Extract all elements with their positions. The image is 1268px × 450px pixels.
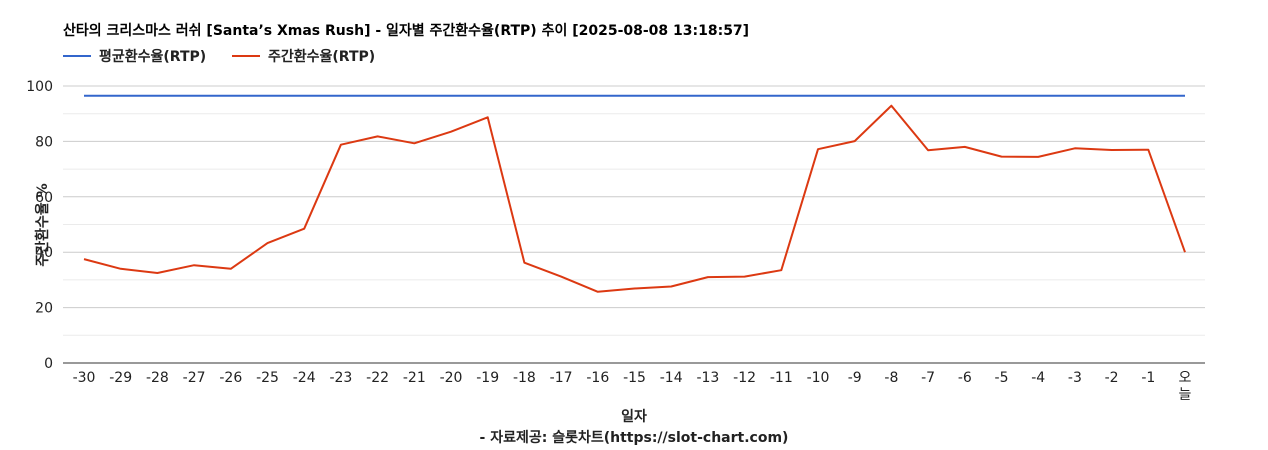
legend-label: 평균환수율(RTP) — [99, 48, 206, 65]
y-tick-label: 40 — [35, 245, 53, 261]
x-tick-label: -10 — [807, 370, 830, 386]
y-tick-label: 80 — [35, 134, 53, 150]
legend-label: 주간환수율(RTP) — [268, 48, 375, 65]
x-axis-title: 일자 — [621, 409, 647, 425]
x-tick-label: -13 — [696, 370, 719, 386]
x-tick-label: -20 — [440, 370, 463, 386]
y-axis-ticks: 0 20 40 60 80 100 — [26, 79, 53, 372]
x-tick-label: -30 — [73, 370, 96, 386]
x-tick-label: -28 — [146, 370, 169, 386]
x-tick-label: -24 — [293, 370, 316, 386]
x-tick-label: -9 — [848, 370, 862, 386]
y-axis-title: 주간환수율 % — [34, 183, 51, 266]
x-tick-label: -17 — [550, 370, 573, 386]
y-tick-label: 0 — [44, 356, 53, 372]
x-tick-label: -1 — [1141, 370, 1155, 386]
x-tick-label: -7 — [921, 370, 935, 386]
series-line-weekly-rtp — [83, 104, 1186, 293]
x-tick-label: -16 — [586, 370, 609, 386]
x-tick-label: -23 — [329, 370, 352, 386]
gridlines — [63, 85, 1205, 364]
x-tick-label: -5 — [995, 370, 1009, 386]
x-tick-label: -19 — [476, 370, 499, 386]
x-tick-label: -4 — [1031, 370, 1045, 386]
y-tick-label: 100 — [26, 79, 53, 95]
x-tick-label: -27 — [183, 370, 206, 386]
legend: 평균환수율(RTP) 주간환수율(RTP) — [63, 48, 375, 65]
x-tick-label: -29 — [109, 370, 132, 386]
x-tick-label: -21 — [403, 370, 426, 386]
x-tick-label: -14 — [660, 370, 683, 386]
y-tick-label: 60 — [35, 190, 53, 206]
x-tick-label: -25 — [256, 370, 279, 386]
chart-title: 산타의 크리스마스 러쉬 [Santa’s Xmas Rush] - 일자별 주… — [63, 22, 749, 39]
x-tick-label: -26 — [219, 370, 242, 386]
y-tick-label: 20 — [35, 301, 53, 317]
x-tick-label: -18 — [513, 370, 536, 386]
x-tick-label: -11 — [770, 370, 793, 386]
x-tick-label: -2 — [1105, 370, 1119, 386]
x-tick-label: -12 — [733, 370, 756, 386]
series-lines — [83, 94, 1186, 293]
x-tick-label: -15 — [623, 370, 646, 386]
x-tick-label: -6 — [958, 370, 972, 386]
x-axis-ticks: -30 -29 -28 -27 -26 -25 -24 -23 -22 -21 -20 -19 -18-… — [73, 370, 1192, 403]
x-tick-label: -8 — [884, 370, 898, 386]
source-caption: - 자료제공: 슬롯차트(https://slot-chart.com) — [480, 430, 789, 446]
x-tick-label: -3 — [1068, 370, 1082, 386]
x-tick-label: -22 — [366, 370, 389, 386]
